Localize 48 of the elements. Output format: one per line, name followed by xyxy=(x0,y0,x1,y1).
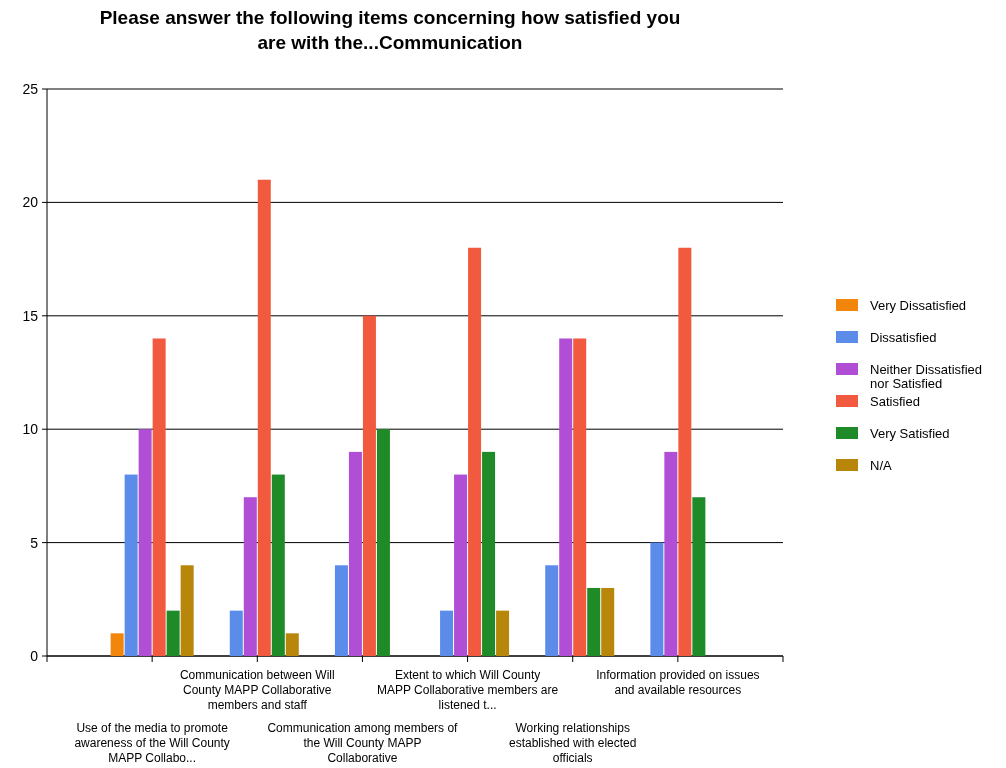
bar xyxy=(166,610,180,656)
bar xyxy=(573,338,587,656)
legend-label: N/A xyxy=(870,458,892,473)
bar xyxy=(601,587,615,656)
bar xyxy=(482,451,496,656)
bar xyxy=(454,474,468,656)
bar xyxy=(124,474,138,656)
x-tick-label: Extent to which Will County MAPP Collaborative members are listened t... xyxy=(376,668,559,712)
bar xyxy=(138,429,152,656)
y-tick-label: 20 xyxy=(22,194,39,211)
x-tick-label: Information provided on issues and available resources xyxy=(596,668,760,697)
bar xyxy=(678,247,692,656)
y-tick-label: 5 xyxy=(30,534,39,551)
x-tick-label: Communication among members of the Will County MAPP Collaborative xyxy=(267,721,459,765)
bar xyxy=(152,338,166,656)
y-tick-label: 15 xyxy=(22,307,39,324)
bar xyxy=(545,565,559,656)
legend-label: Very Satisfied xyxy=(870,426,950,441)
bar xyxy=(650,542,664,656)
bar xyxy=(440,610,454,656)
chart-title: Please answer the following items concerning how satisfied you are with the...Communication xyxy=(99,7,681,53)
bar xyxy=(180,565,194,656)
x-tick-label: Working relationships established with elected officials xyxy=(509,721,637,765)
bar xyxy=(362,315,376,656)
bar xyxy=(348,451,362,656)
y-tick-label: 10 xyxy=(22,421,39,438)
bar xyxy=(285,633,299,656)
bar xyxy=(229,610,243,656)
legend-label: Dissatisfied xyxy=(870,330,937,345)
bar xyxy=(496,610,510,656)
bar xyxy=(692,497,706,656)
legend-label: Neither Dissatisfied nor Satisfied xyxy=(870,362,982,391)
x-tick-label: Use of the media to promote awareness of the Will County MAPP Collabo... xyxy=(74,721,230,765)
bar xyxy=(468,247,482,656)
y-tick-label: 25 xyxy=(22,81,39,97)
bar xyxy=(664,451,678,656)
bar xyxy=(587,587,601,656)
legend-label: Satisfied xyxy=(870,394,920,409)
bar xyxy=(110,633,124,656)
x-tick-label: Communication between Will County MAPP Collaborative members and staff xyxy=(179,668,335,712)
bar xyxy=(243,497,257,656)
bar xyxy=(334,565,348,656)
bar xyxy=(376,429,390,656)
legend-label: Very Dissatisfied xyxy=(870,298,967,313)
y-tick-label: 0 xyxy=(30,648,39,664)
bar xyxy=(271,474,285,656)
bar xyxy=(559,338,573,656)
bar xyxy=(257,179,271,656)
